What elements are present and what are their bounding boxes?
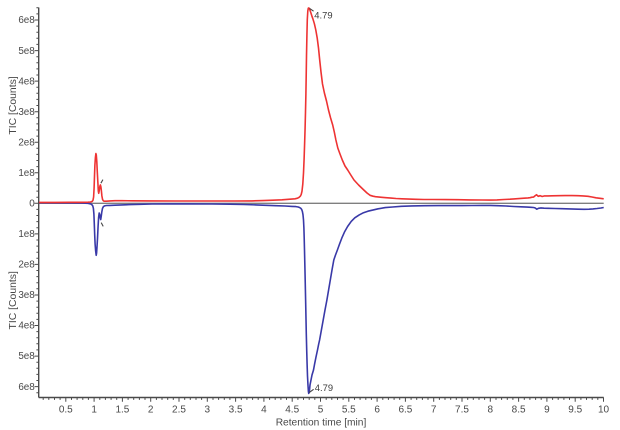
svg-text:3: 3 xyxy=(205,405,211,416)
svg-text:5: 5 xyxy=(318,405,324,416)
svg-text:1e8: 1e8 xyxy=(18,229,35,240)
svg-text:3e8: 3e8 xyxy=(18,290,35,301)
svg-text:Retention time [min]: Retention time [min] xyxy=(276,417,367,428)
svg-text:4e8: 4e8 xyxy=(18,76,35,87)
svg-text:1e8: 1e8 xyxy=(18,168,35,179)
svg-text:2e8: 2e8 xyxy=(18,137,35,148)
svg-text:3e8: 3e8 xyxy=(18,107,35,118)
svg-text:4e8: 4e8 xyxy=(18,321,35,332)
svg-text:2: 2 xyxy=(148,405,154,416)
svg-text:1.5: 1.5 xyxy=(115,405,129,416)
svg-text:0: 0 xyxy=(29,199,35,210)
svg-text:9.5: 9.5 xyxy=(568,405,582,416)
svg-text:5e8: 5e8 xyxy=(18,351,35,362)
svg-text:4.5: 4.5 xyxy=(285,405,299,416)
svg-text:2.5: 2.5 xyxy=(172,405,186,416)
svg-text:4.79: 4.79 xyxy=(314,9,332,20)
svg-text:0.5: 0.5 xyxy=(59,405,73,416)
svg-text:10: 10 xyxy=(598,405,610,416)
svg-text:5e8: 5e8 xyxy=(18,46,35,57)
svg-text:6e8: 6e8 xyxy=(18,15,35,26)
svg-text:1: 1 xyxy=(91,405,97,416)
svg-text:5.5: 5.5 xyxy=(342,405,356,416)
svg-text:4: 4 xyxy=(261,405,267,416)
svg-text:3.5: 3.5 xyxy=(229,405,243,416)
svg-text:TIC [Counts]: TIC [Counts] xyxy=(8,271,19,329)
svg-text:TIC [Counts]: TIC [Counts] xyxy=(8,76,19,134)
svg-text:8: 8 xyxy=(488,405,494,416)
svg-text:9: 9 xyxy=(544,405,550,416)
svg-text:6: 6 xyxy=(374,405,380,416)
svg-text:4.79: 4.79 xyxy=(315,382,333,393)
svg-text:6.5: 6.5 xyxy=(398,405,412,416)
svg-text:7: 7 xyxy=(431,405,437,416)
svg-text:7.5: 7.5 xyxy=(455,405,469,416)
svg-text:6e8: 6e8 xyxy=(18,382,35,393)
svg-text:8.5: 8.5 xyxy=(512,405,526,416)
svg-text:2e8: 2e8 xyxy=(18,260,35,271)
